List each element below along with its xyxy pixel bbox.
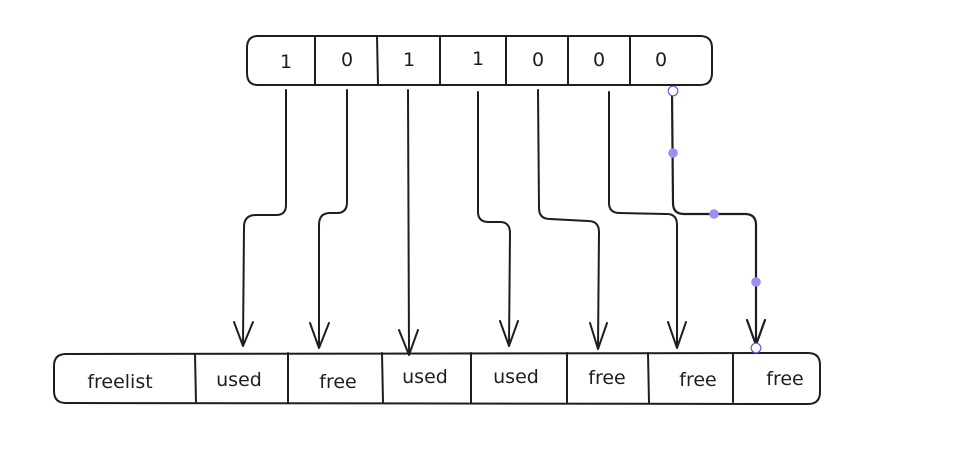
bitmap-array: 1 0 1 1 0 0 0 [246,35,713,86]
block-label: free [588,367,625,389]
connector-midpoint-handle[interactable] [668,148,678,158]
block-label: freelist [87,371,152,393]
connector-start-handle[interactable] [667,85,679,97]
bit-value: 0 [532,49,544,71]
connector-arrow-shaft [242,89,287,345]
bit-value: 1 [472,48,484,70]
bit-value: 1 [280,51,292,73]
arrowhead-icon [499,320,519,347]
connector-arrow-shaft [407,89,410,354]
block-label: used [402,366,448,388]
bit-value: 1 [403,49,415,71]
connector-midpoint-handle[interactable] [751,277,761,287]
selection-handles[interactable] [667,85,762,354]
arrowhead-icon [309,322,330,349]
connector-end-handle[interactable] [750,342,762,354]
arrowhead-icon [233,321,254,347]
arrowhead-icon [667,321,687,349]
block-label: used [493,366,539,388]
block-divider [647,352,650,404]
bit-value: 0 [655,49,667,71]
block-array: freelist used free used used free free f… [53,352,821,405]
block-divider [381,352,384,403]
connector-arrows [233,89,767,356]
block-divider [194,353,197,404]
arrowhead-icon [589,322,608,350]
block-label: used [216,369,262,391]
bit-value: 0 [593,49,605,71]
bitmap-outline [246,35,713,86]
connector-arrow-shaft [477,91,511,346]
block-label: free [319,371,356,393]
block-label: free [679,369,716,391]
bitmap-divider [376,35,379,86]
connector-arrow-shaft [608,91,678,348]
block-array-outline [53,352,821,405]
block-label: free [766,368,803,390]
connector-midpoint-handle[interactable] [709,209,719,219]
connector-arrow-shaft [318,89,348,348]
bit-value: 0 [341,49,353,71]
arrowhead-icon [398,329,419,356]
connector-arrow-shaft [537,89,600,348]
